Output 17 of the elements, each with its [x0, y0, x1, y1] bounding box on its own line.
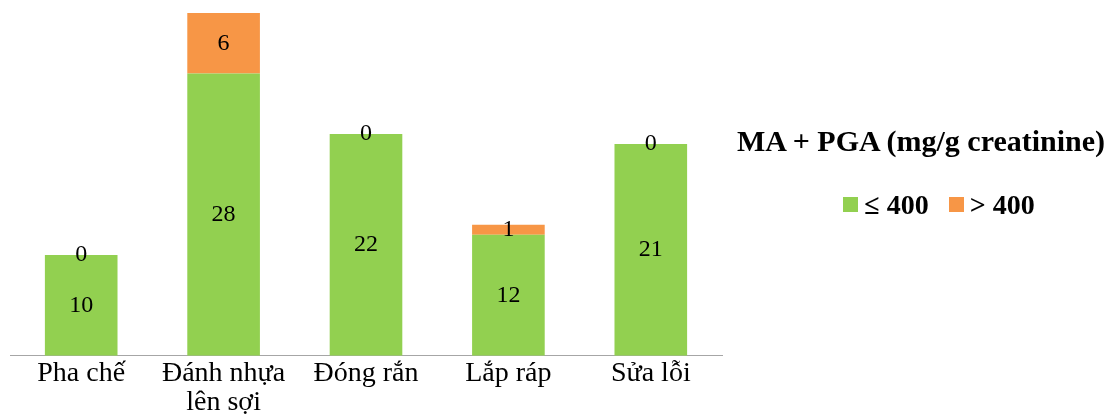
bar	[187, 73, 260, 356]
x-tick-label: Sửa lỗi	[610, 355, 691, 387]
x-tick-label: Lắp ráp	[465, 355, 552, 387]
legend-label: ≤ 400	[864, 188, 929, 221]
data-label: 28	[211, 199, 236, 226]
data-label: 6	[217, 28, 230, 55]
x-tick-label: Pha chế	[37, 355, 127, 387]
legend-title: MA + PGA (mg/g creatinine)	[735, 124, 1107, 159]
x-tick-label: Đánh nhựa lên sợi	[161, 355, 286, 416]
data-label: 21	[638, 235, 663, 262]
bar	[472, 234, 545, 356]
x-tick-label: Đóng rắn	[313, 355, 419, 387]
data-label: 10	[69, 290, 94, 317]
data-label: 22	[354, 230, 378, 257]
legend-label: > 400	[969, 188, 1035, 221]
bar	[187, 13, 260, 74]
data-label: 12	[496, 280, 521, 307]
